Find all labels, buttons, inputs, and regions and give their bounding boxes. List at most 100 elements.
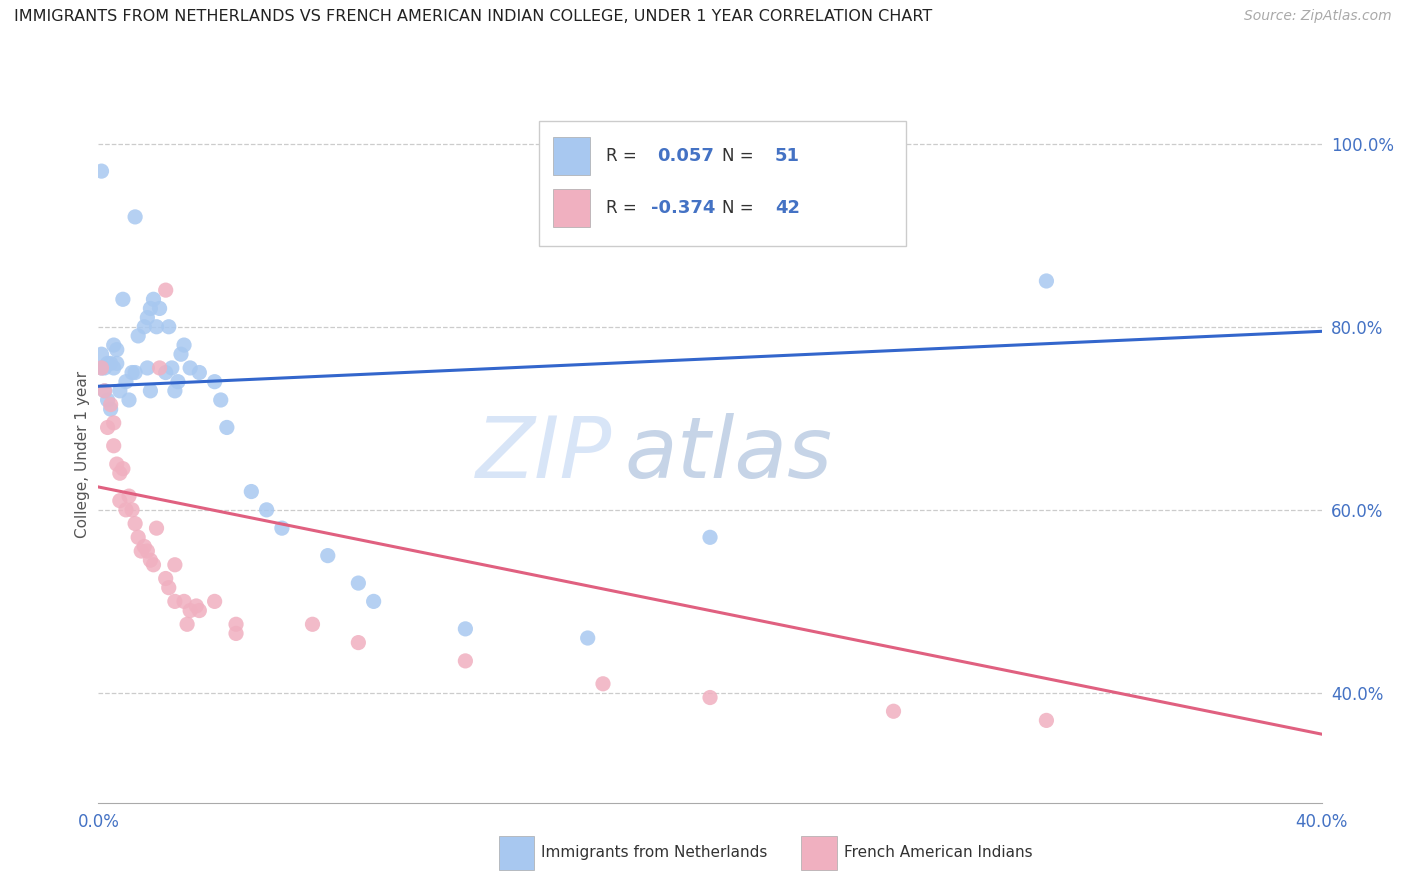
FancyBboxPatch shape	[554, 189, 591, 227]
Point	[124, 366, 146, 380]
Point	[105, 457, 128, 471]
Text: N =: N =	[723, 199, 759, 217]
Point	[155, 366, 177, 380]
Point	[347, 576, 370, 591]
Point	[1035, 714, 1057, 728]
Text: 42: 42	[775, 199, 800, 217]
Text: 51: 51	[775, 147, 800, 165]
Point	[139, 384, 162, 398]
Point	[105, 343, 128, 357]
Point	[100, 398, 122, 412]
Point	[103, 338, 125, 352]
Text: IMMIGRANTS FROM NETHERLANDS VS FRENCH AMERICAN INDIAN COLLEGE, UNDER 1 YEAR CORR: IMMIGRANTS FROM NETHERLANDS VS FRENCH AM…	[14, 9, 932, 24]
Point	[454, 654, 477, 668]
Point	[115, 503, 138, 517]
Point	[121, 366, 143, 380]
Point	[103, 416, 125, 430]
Point	[576, 631, 599, 645]
Point	[163, 594, 186, 608]
Point	[204, 594, 226, 608]
Y-axis label: College, Under 1 year: College, Under 1 year	[75, 371, 90, 539]
Text: Immigrants from Netherlands: Immigrants from Netherlands	[541, 846, 768, 860]
Text: ZIP: ZIP	[475, 413, 612, 497]
Point	[454, 622, 477, 636]
Point	[157, 581, 180, 595]
Point	[121, 503, 143, 517]
FancyBboxPatch shape	[538, 121, 905, 246]
Point	[883, 704, 905, 718]
FancyBboxPatch shape	[554, 136, 591, 175]
Point	[108, 467, 131, 481]
Point	[118, 392, 141, 407]
Point	[157, 319, 180, 334]
Point	[97, 356, 120, 370]
Point	[134, 319, 156, 334]
Point	[270, 521, 292, 535]
Point	[179, 361, 201, 376]
Point	[100, 402, 122, 417]
Point	[136, 361, 159, 376]
Point	[142, 293, 165, 307]
Point	[155, 572, 177, 586]
Point	[155, 283, 177, 297]
Point	[136, 310, 159, 325]
Point	[176, 617, 198, 632]
Text: -0.374: -0.374	[651, 199, 716, 217]
Point	[316, 549, 339, 563]
Text: 0.057: 0.057	[658, 147, 714, 165]
Point	[170, 347, 193, 361]
Point	[129, 544, 152, 558]
Text: R =: R =	[606, 199, 643, 217]
Point	[163, 384, 186, 398]
Point	[97, 392, 120, 407]
Point	[100, 356, 122, 370]
Point	[145, 319, 167, 334]
Point	[108, 493, 131, 508]
Point	[115, 375, 138, 389]
Point	[363, 594, 385, 608]
Point	[93, 361, 115, 376]
Point	[256, 503, 278, 517]
Point	[173, 594, 195, 608]
Point	[225, 617, 247, 632]
Text: atlas: atlas	[624, 413, 832, 497]
Point	[90, 361, 112, 376]
Point	[134, 540, 156, 554]
Point	[103, 361, 125, 376]
Point	[90, 347, 112, 361]
Point	[186, 599, 208, 613]
Point	[142, 558, 165, 572]
Point	[225, 626, 247, 640]
Point	[124, 210, 146, 224]
Point	[149, 301, 172, 316]
Point	[188, 603, 211, 617]
Point	[173, 338, 195, 352]
Point	[97, 420, 120, 434]
Point	[1035, 274, 1057, 288]
Point	[163, 558, 186, 572]
Point	[301, 617, 323, 632]
Point	[93, 384, 115, 398]
Text: Source: ZipAtlas.com: Source: ZipAtlas.com	[1244, 9, 1392, 23]
Point	[179, 603, 201, 617]
Text: R =: R =	[606, 147, 643, 165]
Point	[209, 392, 232, 407]
Point	[127, 329, 149, 343]
Point	[124, 516, 146, 531]
Point	[105, 356, 128, 370]
Point	[145, 521, 167, 535]
Point	[90, 361, 112, 376]
Point	[149, 361, 172, 376]
Point	[90, 164, 112, 178]
Point	[139, 553, 162, 567]
Point	[118, 489, 141, 503]
Point	[240, 484, 263, 499]
Point	[111, 293, 134, 307]
Point	[139, 301, 162, 316]
Point	[167, 375, 190, 389]
Point	[215, 420, 238, 434]
Text: N =: N =	[723, 147, 759, 165]
Point	[93, 384, 115, 398]
Point	[111, 461, 134, 475]
Point	[136, 544, 159, 558]
